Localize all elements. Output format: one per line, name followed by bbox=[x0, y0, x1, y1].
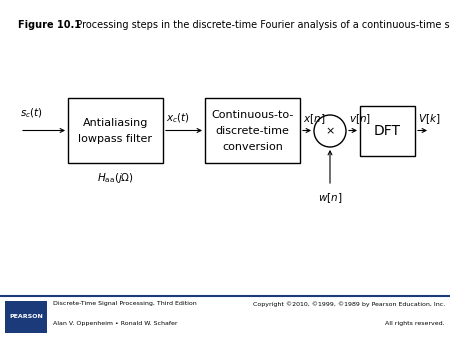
Text: $\times$: $\times$ bbox=[325, 126, 335, 136]
Text: conversion: conversion bbox=[222, 142, 283, 151]
Text: $V[k]$: $V[k]$ bbox=[418, 112, 441, 125]
Text: $v[n]$: $v[n]$ bbox=[349, 112, 371, 125]
Bar bbox=[68, 98, 163, 163]
Text: Continuous-to-: Continuous-to- bbox=[212, 110, 294, 120]
Text: Antialiasing: Antialiasing bbox=[83, 118, 148, 127]
Text: $s_c(t)$: $s_c(t)$ bbox=[20, 107, 43, 121]
Text: lowpass filter: lowpass filter bbox=[78, 134, 153, 144]
Circle shape bbox=[314, 115, 346, 147]
Text: Copyright ©2010, ©1999, ©1989 by Pearson Education, Inc.: Copyright ©2010, ©1999, ©1989 by Pearson… bbox=[253, 301, 445, 307]
Text: Discrete-Time Signal Processing, Third Edition: Discrete-Time Signal Processing, Third E… bbox=[53, 301, 197, 307]
Text: All rights reserved.: All rights reserved. bbox=[385, 320, 445, 325]
Text: Figure 10.1: Figure 10.1 bbox=[18, 20, 81, 30]
Text: discrete-time: discrete-time bbox=[216, 125, 289, 136]
Text: $x[n]$: $x[n]$ bbox=[303, 112, 325, 125]
Bar bbox=[360, 106, 415, 156]
Text: Alan V. Oppenheim • Ronald W. Schafer: Alan V. Oppenheim • Ronald W. Schafer bbox=[53, 320, 177, 325]
Text: $H_{\mathrm{aa}}(j\Omega)$: $H_{\mathrm{aa}}(j\Omega)$ bbox=[97, 171, 134, 185]
Bar bbox=[205, 98, 300, 163]
Text: $w[n]$: $w[n]$ bbox=[318, 191, 342, 205]
Text: DFT: DFT bbox=[374, 124, 401, 138]
Bar bbox=[5, 301, 47, 333]
Text: PEARSON: PEARSON bbox=[9, 314, 43, 319]
Text: Processing steps in the discrete-time Fourier analysis of a continuous-time sign: Processing steps in the discrete-time Fo… bbox=[70, 20, 450, 30]
Text: $x_c(t)$: $x_c(t)$ bbox=[166, 112, 190, 125]
